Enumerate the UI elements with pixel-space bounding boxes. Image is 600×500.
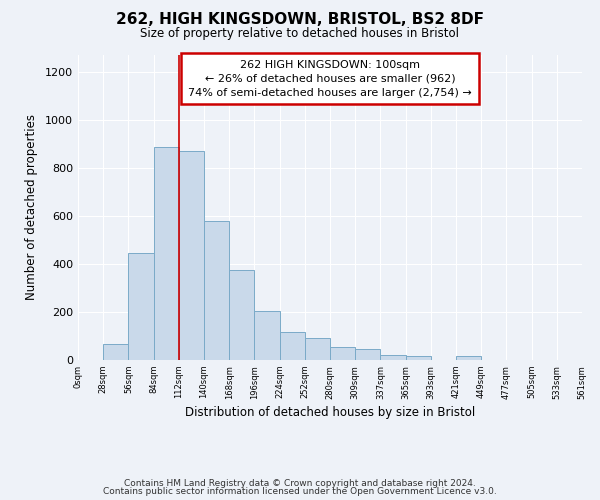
Text: Contains public sector information licensed under the Open Government Licence v3: Contains public sector information licen…: [103, 487, 497, 496]
Bar: [229, 270, 254, 360]
Bar: [103, 344, 128, 360]
Bar: [456, 356, 481, 360]
Bar: [179, 151, 204, 360]
Bar: [154, 148, 179, 360]
X-axis label: Distribution of detached houses by size in Bristol: Distribution of detached houses by size …: [185, 406, 475, 419]
Text: Contains HM Land Registry data © Crown copyright and database right 2024.: Contains HM Land Registry data © Crown c…: [124, 478, 476, 488]
Bar: [355, 349, 380, 360]
Bar: [204, 220, 229, 360]
Bar: [254, 311, 280, 360]
Bar: [380, 355, 406, 360]
Bar: [330, 347, 355, 360]
Bar: [305, 338, 330, 360]
Y-axis label: Number of detached properties: Number of detached properties: [25, 114, 38, 300]
Text: 262, HIGH KINGSDOWN, BRISTOL, BS2 8DF: 262, HIGH KINGSDOWN, BRISTOL, BS2 8DF: [116, 12, 484, 28]
Bar: [128, 253, 154, 360]
Text: Size of property relative to detached houses in Bristol: Size of property relative to detached ho…: [140, 28, 460, 40]
Text: 262 HIGH KINGSDOWN: 100sqm
← 26% of detached houses are smaller (962)
74% of sem: 262 HIGH KINGSDOWN: 100sqm ← 26% of deta…: [188, 60, 472, 98]
Bar: [280, 332, 305, 360]
Bar: [406, 356, 431, 360]
